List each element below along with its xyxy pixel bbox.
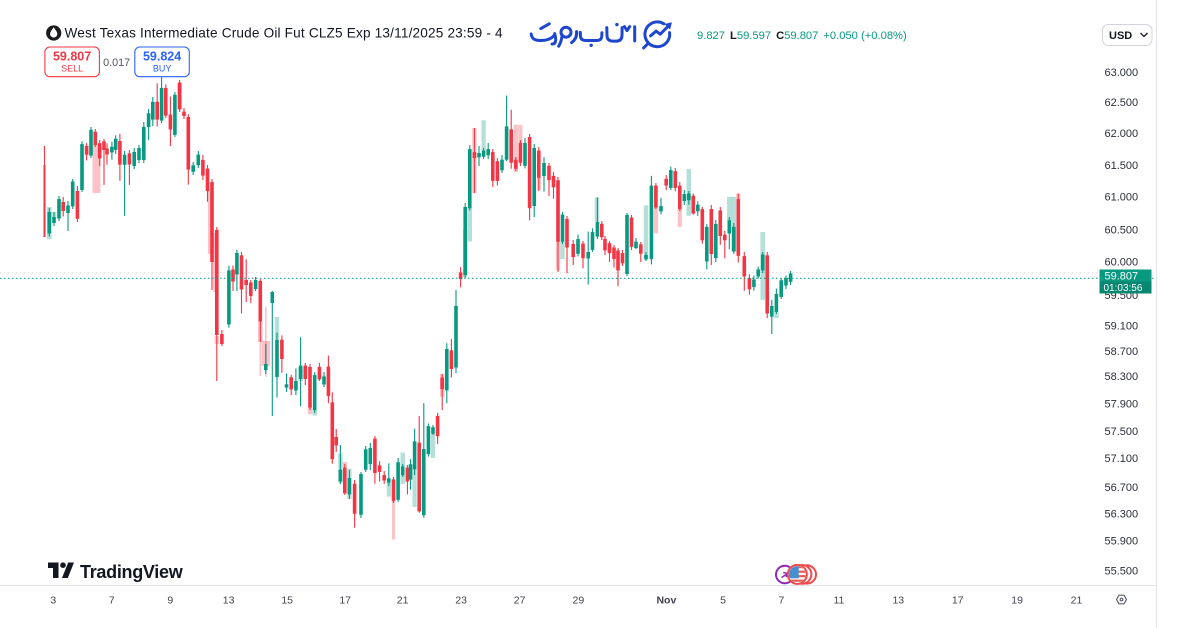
svg-text:5: 5: [720, 595, 726, 607]
svg-text:13: 13: [892, 595, 904, 607]
svg-text:59.807: 59.807: [1105, 271, 1139, 283]
svg-text:Nov: Nov: [656, 595, 676, 607]
svg-text:59.824: 59.824: [143, 50, 181, 64]
svg-text:57.900: 57.900: [1105, 398, 1139, 410]
svg-text:21: 21: [397, 595, 409, 607]
svg-text:7: 7: [778, 595, 784, 607]
svg-text:TradingView: TradingView: [80, 562, 184, 582]
svg-text:21: 21: [1071, 595, 1083, 607]
svg-text:9: 9: [167, 595, 173, 607]
svg-text:27: 27: [514, 595, 526, 607]
svg-text:29: 29: [573, 595, 585, 607]
svg-text:55.900: 55.900: [1105, 536, 1139, 548]
svg-text:62.500: 62.500: [1105, 97, 1139, 109]
svg-text:17: 17: [339, 595, 351, 607]
svg-text:63.000: 63.000: [1105, 67, 1139, 79]
svg-text:01:03:56: 01:03:56: [1104, 283, 1143, 294]
svg-text:23: 23: [455, 595, 467, 607]
svg-text:15: 15: [281, 595, 293, 607]
svg-text:59.100: 59.100: [1105, 320, 1139, 332]
svg-text:62.000: 62.000: [1105, 128, 1139, 140]
svg-text:3: 3: [50, 595, 56, 607]
svg-text:55.500: 55.500: [1105, 565, 1139, 577]
svg-text:56.300: 56.300: [1105, 508, 1139, 520]
svg-text:17: 17: [952, 595, 964, 607]
svg-text:60.500: 60.500: [1105, 225, 1139, 237]
svg-text:57.500: 57.500: [1105, 426, 1139, 438]
svg-text:57.100: 57.100: [1105, 453, 1139, 465]
svg-text:61.500: 61.500: [1105, 160, 1139, 172]
svg-text:58.700: 58.700: [1105, 346, 1139, 358]
svg-text:11: 11: [833, 595, 844, 607]
svg-text:56.700: 56.700: [1105, 482, 1139, 494]
svg-text:58.300: 58.300: [1105, 371, 1139, 383]
svg-text:19: 19: [1011, 595, 1023, 607]
svg-text:60.000: 60.000: [1105, 256, 1139, 268]
svg-text:West Texas Intermediate Crude: West Texas Intermediate Crude Oil Fut CL…: [65, 26, 503, 41]
svg-text:61.000: 61.000: [1105, 192, 1139, 204]
svg-text:59.807: 59.807: [53, 50, 91, 64]
svg-text:SELL: SELL: [61, 64, 83, 74]
svg-text:USD: USD: [1109, 30, 1132, 42]
svg-text:0.017: 0.017: [103, 57, 130, 69]
svg-text:13: 13: [223, 595, 235, 607]
svg-text:7: 7: [109, 595, 115, 607]
svg-text:BUY: BUY: [153, 64, 172, 74]
